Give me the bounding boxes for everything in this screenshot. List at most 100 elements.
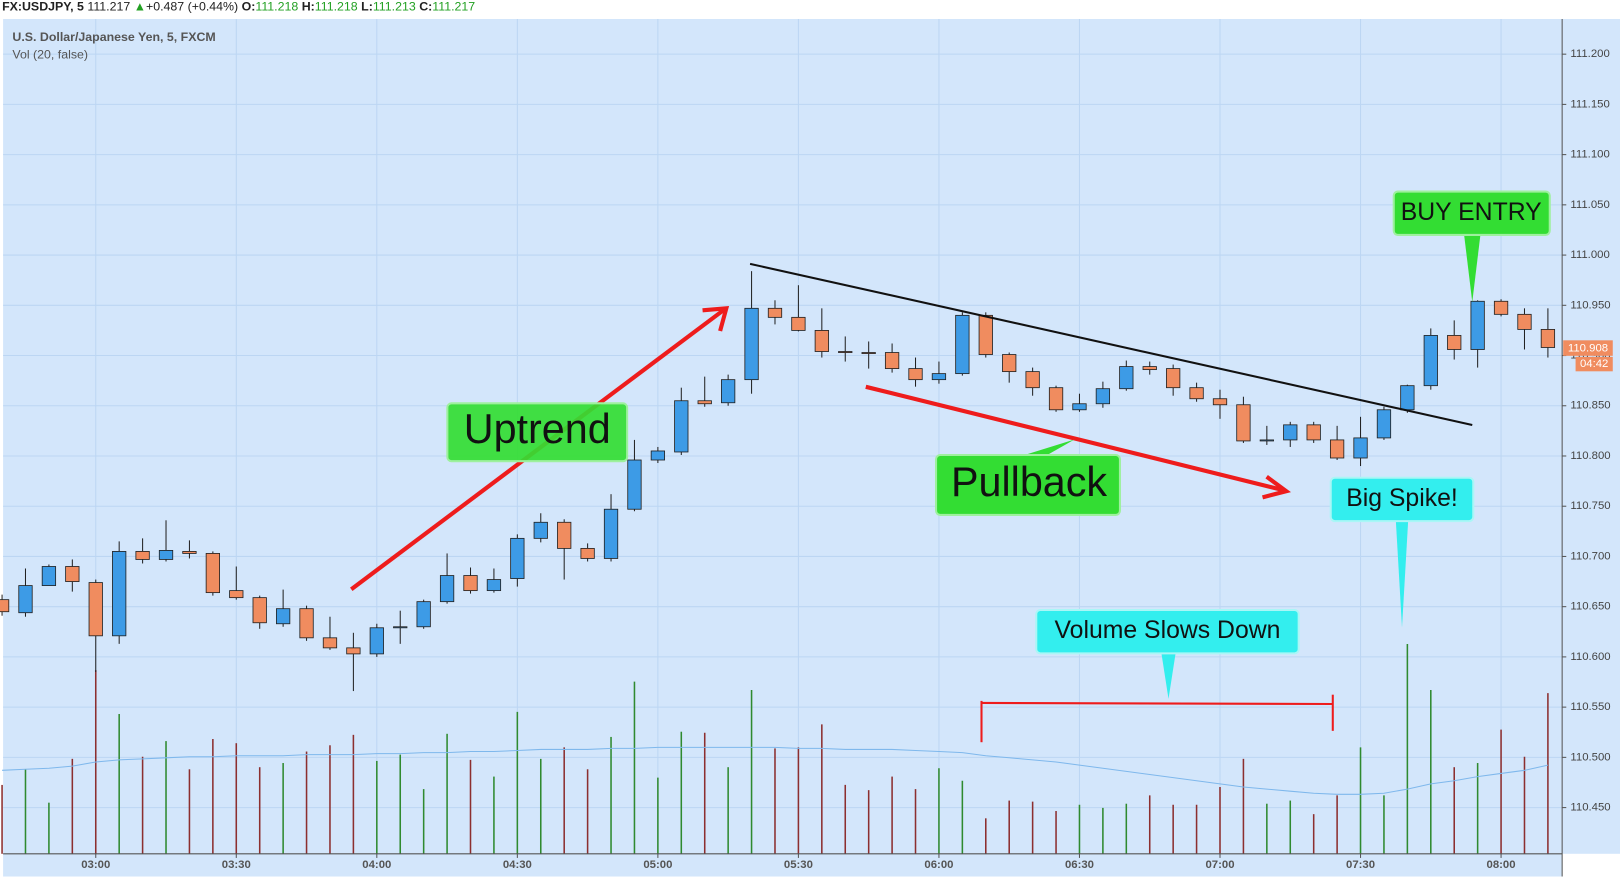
candle-body <box>1259 439 1274 442</box>
y-tick-label: 111.050 <box>1570 199 1609 211</box>
candle-body <box>112 551 127 637</box>
candle-body <box>229 590 244 599</box>
candle-body <box>650 450 666 461</box>
candle-body <box>627 459 642 510</box>
header: FX:USDJPY, 5 111.217 ▲+0.487 (+0.44%) O:… <box>2 0 475 14</box>
candle-body <box>1142 366 1157 371</box>
plot-area <box>3 19 1563 854</box>
y-tick-label: 110.500 <box>1570 751 1610 763</box>
candle-body <box>1353 437 1368 459</box>
candle-body <box>439 575 455 603</box>
candle-body <box>41 566 57 586</box>
candle-body <box>1166 368 1181 389</box>
candle-body <box>603 508 619 559</box>
candle-body <box>533 521 548 539</box>
candle-body <box>65 566 80 582</box>
y-tick-label: 110.600 <box>1570 651 1610 663</box>
candle-body <box>510 537 525 579</box>
candle-body <box>1283 424 1298 441</box>
candle-body <box>158 550 174 560</box>
candles <box>0 271 1556 692</box>
change: +0.487 (+0.44%) <box>146 0 238 14</box>
last-price: 111.217 <box>87 0 130 14</box>
candle-body <box>205 553 220 594</box>
candle-body <box>416 601 431 628</box>
candle-body <box>861 352 876 354</box>
x-tick-label: 07:30 <box>1346 859 1375 871</box>
candle-body <box>1189 387 1204 400</box>
candle-body <box>767 307 783 318</box>
ohlc-value: 111.213 <box>373 0 416 14</box>
candle-body <box>1517 313 1532 330</box>
x-tick-label: 04:00 <box>362 859 391 871</box>
y-tick-label: 111.200 <box>1570 48 1609 60</box>
candle-body <box>1095 388 1111 405</box>
candle-body <box>931 373 947 381</box>
buy-box <box>1392 190 1551 236</box>
x-tick-label: 08:00 <box>1487 859 1516 871</box>
pullback-arrow <box>865 384 1284 493</box>
candle-body <box>1329 439 1345 459</box>
x-tick-label: 03:00 <box>81 859 110 871</box>
bracket <box>981 701 1333 706</box>
x-tick-label: 06:00 <box>924 859 953 871</box>
candle-body <box>674 400 689 453</box>
ohlc-value: 111.217 <box>432 0 475 14</box>
y-tick-label: 110.550 <box>1570 701 1610 713</box>
countdown-label: 04:42 <box>1580 358 1608 370</box>
trend-line <box>749 262 1473 427</box>
ohlc-value: 111.218 <box>315 0 358 14</box>
pullback-label: Pullback <box>951 459 1107 505</box>
x-tick-label: 05:30 <box>784 859 813 871</box>
candle-body <box>1423 335 1438 387</box>
candle-body <box>1048 387 1064 411</box>
y-tick-label: 110.750 <box>1570 500 1610 512</box>
candle-body <box>135 551 150 560</box>
y-tick-label: 110.850 <box>1570 400 1610 412</box>
candle-body <box>697 400 712 405</box>
candle-body <box>721 379 736 404</box>
legend-title: U.S. Dollar/Japanese Yen, 5, FXCM <box>12 30 215 44</box>
price-axis <box>1562 19 1620 854</box>
candle-body <box>838 351 853 353</box>
buy-label: BUY ENTRY <box>1401 199 1542 226</box>
y-tick-label: 110.950 <box>1570 299 1610 311</box>
candle-body <box>814 330 829 352</box>
candle-body <box>393 626 408 629</box>
up-triangle: ▲ <box>134 0 146 14</box>
pullback-box <box>935 453 1121 516</box>
candle-body <box>299 608 314 639</box>
candle-body <box>486 579 502 592</box>
x-tick-label: 03:30 <box>222 859 251 871</box>
y-tick-label: 110.650 <box>1570 601 1610 613</box>
y-tick-label: 111.150 <box>1570 98 1609 110</box>
candle-body <box>884 352 900 370</box>
candle-body <box>1212 398 1228 406</box>
uptrend-box <box>446 402 629 463</box>
x-tick-label: 07:00 <box>1205 859 1234 871</box>
candle-body <box>978 314 993 355</box>
candle-body <box>463 575 478 592</box>
candle-body <box>275 608 291 625</box>
uptrend-arrow-head <box>702 305 730 332</box>
volume-pointer <box>1161 652 1176 699</box>
candle-body <box>1025 371 1040 389</box>
spike-pointer <box>1395 520 1409 628</box>
candle-body <box>557 521 572 549</box>
y-tick-label: 110.800 <box>1570 450 1610 462</box>
candle-body <box>1002 354 1017 373</box>
uptrend-label: Uptrend <box>464 406 611 452</box>
spike-label: Big Spike! <box>1346 485 1458 512</box>
ohlc-label: C: <box>419 0 432 14</box>
candle-body <box>580 547 595 559</box>
candle-body <box>908 368 923 381</box>
candle-body <box>791 316 806 331</box>
candle-body <box>1306 424 1321 441</box>
candle-body <box>1470 300 1485 350</box>
symbol: FX:USDJPY, 5 <box>2 0 84 14</box>
candle-body <box>1072 403 1087 411</box>
volume-label: Volume Slows Down <box>1055 617 1281 644</box>
price-tag-label: 110.908 <box>1568 343 1608 355</box>
legend-volume: Vol (20, false) <box>12 47 88 61</box>
